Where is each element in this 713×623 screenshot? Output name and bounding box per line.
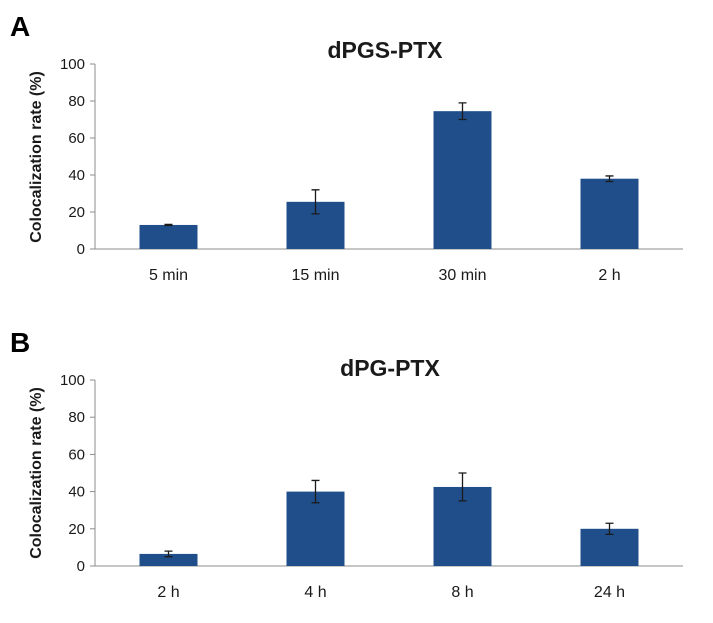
error-bar-b-4: [605, 522, 614, 536]
panel-letter-b: B: [10, 327, 30, 358]
y-tick-label-b: 60: [68, 446, 85, 463]
bar-a-4: [580, 178, 639, 249]
y-tick-label-b: 0: [77, 558, 85, 575]
y-axis-label-a: Colocalization rate (%): [28, 71, 45, 243]
error-bar-b-3: [458, 472, 467, 502]
bar-a-1: [139, 224, 198, 249]
y-tick-label-b: 20: [68, 521, 85, 538]
x-ticks-a: 5 min 15 min 30 min 2 h: [149, 267, 621, 284]
error-bars-a: [164, 102, 614, 227]
chart-panel-b: B dPG-PTX Colocalization rate (%) 0 20 40 6…: [10, 327, 683, 601]
error-bar-a-4: [605, 175, 614, 183]
y-tick-label-b: 100: [60, 372, 85, 389]
y-tick-label-b: 80: [68, 409, 85, 426]
chart-title-b: dPG-PTX: [340, 355, 440, 381]
error-bars-b: [164, 472, 614, 558]
error-bar-b-2: [311, 479, 320, 504]
y-tick-label-b: 40: [68, 484, 85, 501]
x-tick-label-b: 2 h: [157, 584, 179, 601]
bar-b-1: [139, 553, 198, 566]
error-bar-a-2: [311, 189, 320, 215]
x-tick-label-b: 8 h: [451, 584, 473, 601]
x-tick-label-a: 5 min: [149, 267, 188, 284]
bars-b: [139, 486, 639, 566]
x-tick-label-a: 2 h: [598, 267, 620, 284]
chart-panel-a: A dPGS-PTX Colocalization rate (%) 0 20 40…: [10, 11, 683, 284]
y-tick-label-a: 20: [68, 204, 85, 221]
y-ticks-b: 0 20 40 60 80 100: [60, 372, 95, 575]
y-ticks-a: 0 20 40 60 80 100: [60, 56, 95, 258]
y-tick-label-a: 80: [68, 93, 85, 110]
error-bar-a-3: [458, 102, 467, 121]
x-tick-label-b: 4 h: [304, 584, 326, 601]
y-tick-label-a: 40: [68, 167, 85, 184]
x-tick-label-b: 24 h: [594, 584, 625, 601]
y-tick-label-a: 0: [77, 241, 85, 258]
bar-b-2: [286, 491, 345, 566]
y-axis-label-b: Colocalization rate (%): [28, 387, 45, 559]
y-tick-label-a: 100: [60, 56, 85, 73]
x-tick-label-a: 30 min: [438, 267, 486, 284]
x-tick-label-a: 15 min: [291, 267, 339, 284]
panel-letter-a: A: [10, 11, 30, 42]
chart-title-a: dPGS-PTX: [327, 37, 443, 63]
error-bar-b-1: [164, 550, 173, 558]
bars-a: [139, 111, 639, 249]
error-bar-a-1: [164, 223, 173, 227]
y-tick-label-a: 60: [68, 130, 85, 147]
x-ticks-b: 2 h 4 h 8 h 24 h: [157, 584, 625, 601]
bar-a-3: [433, 111, 492, 249]
